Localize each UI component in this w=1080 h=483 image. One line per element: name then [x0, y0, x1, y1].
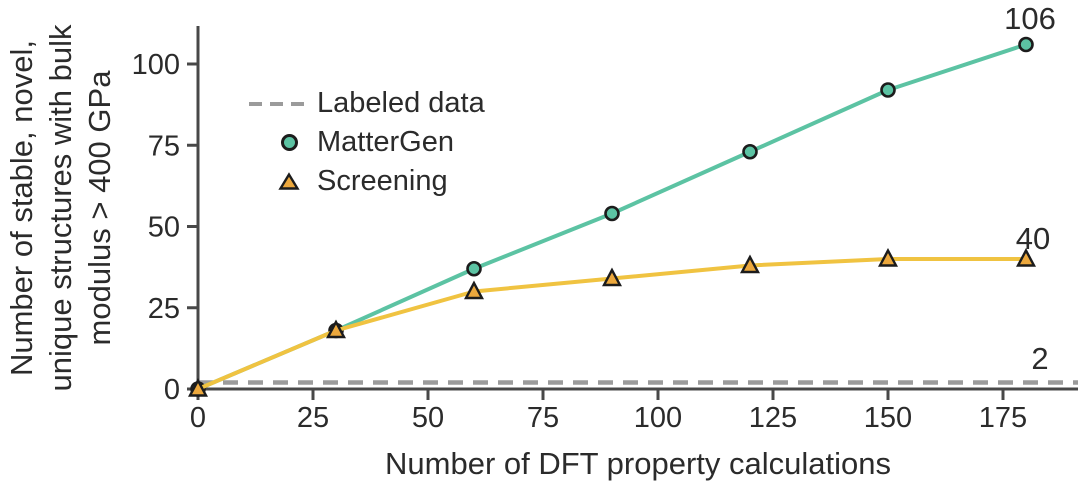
svg-text:125: 125 [749, 402, 797, 434]
y-axis-label-line: unique structures with bulk [43, 24, 78, 392]
svg-text:50: 50 [412, 402, 444, 434]
legend-label: MatterGen [317, 126, 454, 158]
y-axis-label-line: Number of stable, novel, [4, 40, 39, 377]
svg-text:25: 25 [148, 293, 180, 325]
legend-label: Screening [317, 165, 448, 197]
svg-text:150: 150 [864, 402, 912, 434]
svg-text:75: 75 [527, 402, 559, 434]
svg-text:100: 100 [132, 49, 180, 81]
dashed-line-icon [249, 101, 305, 106]
legend-item-mattergen: MatterGen [248, 123, 485, 162]
svg-text:0: 0 [190, 402, 206, 434]
y-axis-label-line: modulus > 400 GPa [82, 70, 117, 346]
legend: Labeled data MatterGen Screening [248, 84, 485, 201]
x-axis-label: Number of DFT property calculations [385, 446, 891, 481]
svg-text:175: 175 [979, 402, 1027, 434]
svg-text:100: 100 [634, 402, 682, 434]
screening-end-value-label: 40 [1015, 221, 1051, 256]
y-axis-label: Number of stable, novel, unique structur… [2, 0, 122, 438]
svg-text:50: 50 [148, 212, 180, 244]
circle-marker-icon [280, 134, 298, 151]
svg-text:0: 0 [164, 374, 180, 406]
legend-item-screening: Screening [248, 162, 485, 201]
svg-text:25: 25 [297, 402, 329, 434]
legend-label: Labeled data [317, 87, 485, 119]
legend-item-labeled-data: Labeled data [248, 84, 485, 123]
mattergen-end-value-label: 106 [1004, 1, 1056, 36]
labeled-data-value-label: 2 [1031, 341, 1049, 376]
svg-text:75: 75 [148, 130, 180, 162]
triangle-marker-icon [278, 172, 300, 190]
